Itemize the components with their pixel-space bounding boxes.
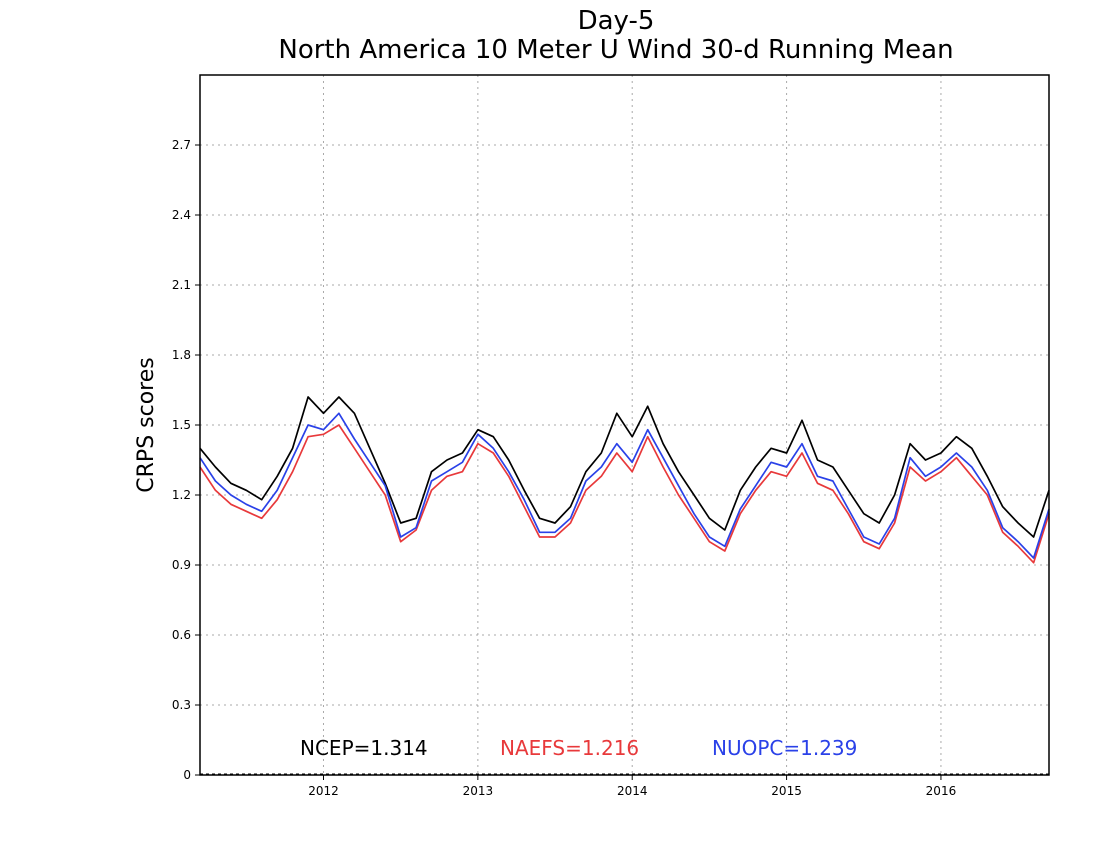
y-tick-label: 0.9 bbox=[172, 558, 191, 572]
chart-subtitle: North America 10 Meter U Wind 30-d Runni… bbox=[278, 35, 953, 65]
y-tick-label: 0.6 bbox=[172, 628, 191, 642]
y-tick-label: 0.3 bbox=[172, 698, 191, 712]
x-tick-label: 2012 bbox=[308, 784, 339, 798]
y-tick-label: 2.4 bbox=[172, 208, 191, 222]
y-axis-label: CRPS scores bbox=[134, 357, 159, 492]
grid-layer bbox=[200, 75, 1049, 775]
legend-entry: NUOPC=1.239 bbox=[712, 736, 857, 760]
legend-entry: NCEP=1.314 bbox=[300, 736, 428, 760]
y-ticks: 0 0.3 0.6 0.9 1.2 1.5 1.8 2.1 2.4 2.7 bbox=[172, 138, 200, 782]
x-tick-label: 2013 bbox=[463, 784, 494, 798]
x-tick-label: 2014 bbox=[617, 784, 648, 798]
legend-entry: NAEFS=1.216 bbox=[500, 736, 639, 760]
series-layer bbox=[199, 396, 1050, 564]
x-tick-label: 2015 bbox=[771, 784, 802, 798]
y-tick-label: 2.1 bbox=[172, 278, 191, 292]
x-ticks: 2012 2013 2014 2015 2016 bbox=[308, 775, 956, 798]
y-tick-label: 2.7 bbox=[172, 138, 191, 152]
y-tick-label: 1.5 bbox=[172, 418, 191, 432]
legend: NCEP=1.314 NAEFS=1.216 NUOPC=1.239 bbox=[300, 736, 857, 760]
chart-title: Day-5 bbox=[578, 6, 655, 36]
x-tick-label: 2016 bbox=[926, 784, 957, 798]
y-tick-label: 0 bbox=[183, 768, 191, 782]
series-line-naefs bbox=[199, 424, 1050, 564]
y-tick-label: 1.2 bbox=[172, 488, 191, 502]
series-line-ncep bbox=[199, 396, 1050, 538]
y-tick-label: 1.8 bbox=[172, 348, 191, 362]
series-line-nuopc bbox=[199, 412, 1050, 559]
